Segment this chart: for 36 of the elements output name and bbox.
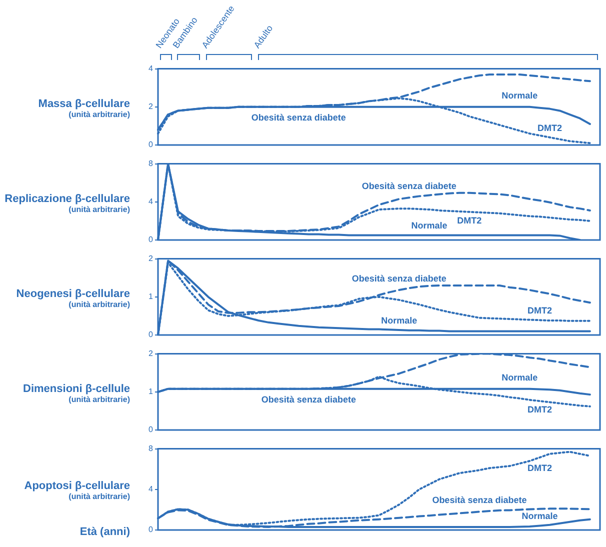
series-label: DMT2 xyxy=(457,215,482,226)
y-axis-title: Neogenesi β-cellulare (unità arbitrarie) xyxy=(16,288,130,308)
series-label: DMT2 xyxy=(538,122,562,133)
y-tick-label: 4 xyxy=(148,197,154,206)
y-tick-label: 0 xyxy=(148,425,154,434)
series-label: DMT2 xyxy=(527,462,552,473)
x-axis-title: Età (anni) xyxy=(80,526,130,538)
series-label: Obesità senza diabete xyxy=(352,274,446,284)
series-label: DMT2 xyxy=(527,404,552,415)
y-axis-title: Apoptosi β-cellulare (unità arbitrarie) xyxy=(24,480,130,501)
y-tick-label: 1 xyxy=(148,292,154,302)
y-tick-label: 0 xyxy=(148,140,154,150)
series-label: Normale xyxy=(502,372,538,382)
y-axis-title: Massa β-cellulare (unità arbitrarie) xyxy=(38,98,130,118)
y-tick-label: 4 xyxy=(148,484,154,494)
series-label: Normale xyxy=(411,220,448,231)
series-label: Obesità senza diabete xyxy=(362,181,456,192)
series-label: Normale xyxy=(502,90,538,100)
series-label: Obesità senza diabete xyxy=(432,495,527,506)
series-label: Obesità senza diabete xyxy=(261,394,356,404)
y-axis-title: Dimensioni β-cellule (unità arbitrarie) xyxy=(23,382,130,404)
y-tick-label: 0 xyxy=(148,330,154,340)
series-label: Obesità senza diabete xyxy=(251,112,346,122)
y-axis-title: Replicazione β-cellulare (unità arbitrarie) xyxy=(4,192,130,214)
y-tick-label: 0 xyxy=(148,525,154,534)
y-tick-label: 1 xyxy=(148,387,154,396)
y-tick-label: 2 xyxy=(148,102,154,112)
y-tick-label: 4 xyxy=(148,64,154,74)
y-tick-label: 0 xyxy=(148,235,154,244)
y-tick-label: 8 xyxy=(148,159,154,168)
series-label: Normale xyxy=(522,511,558,522)
series-label: DMT2 xyxy=(527,306,552,316)
y-tick-label: 8 xyxy=(148,444,154,454)
y-tick-label: 2 xyxy=(148,349,154,358)
series-label: Normale xyxy=(381,316,418,326)
y-tick-label: 2 xyxy=(148,254,154,264)
